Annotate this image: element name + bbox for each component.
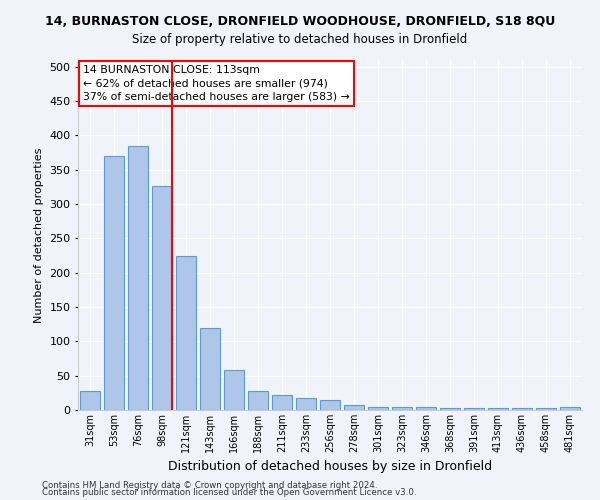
Bar (248, 391, 268, 410)
Bar (464, 408, 484, 410)
Bar (560, 406, 580, 410)
Bar (320, 400, 340, 410)
Bar (344, 405, 364, 410)
Bar (272, 395, 292, 410)
Text: 14, BURNASTON CLOSE, DRONFIELD WOODHOUSE, DRONFIELD, S18 8QU: 14, BURNASTON CLOSE, DRONFIELD WOODHOUSE… (45, 15, 555, 28)
Bar (440, 408, 460, 410)
Bar (128, 146, 148, 410)
Bar (224, 370, 244, 410)
Bar (368, 406, 388, 410)
Bar (488, 408, 508, 410)
Bar (512, 408, 532, 410)
Bar (392, 406, 412, 410)
Text: Contains HM Land Registry data © Crown copyright and database right 2024.: Contains HM Land Registry data © Crown c… (42, 480, 377, 490)
Bar (80, 391, 100, 410)
Bar (296, 398, 316, 410)
Text: 14 BURNASTON CLOSE: 113sqm
← 62% of detached houses are smaller (974)
37% of sem: 14 BURNASTON CLOSE: 113sqm ← 62% of deta… (83, 66, 350, 102)
Bar (152, 186, 172, 410)
Y-axis label: Number of detached properties: Number of detached properties (34, 148, 44, 322)
Bar (200, 328, 220, 410)
X-axis label: Distribution of detached houses by size in Dronfield: Distribution of detached houses by size … (168, 460, 492, 473)
Bar (536, 408, 556, 410)
Bar (104, 156, 124, 410)
Text: Size of property relative to detached houses in Dronfield: Size of property relative to detached ho… (133, 32, 467, 46)
Text: Contains public sector information licensed under the Open Government Licence v3: Contains public sector information licen… (42, 488, 416, 497)
Bar (176, 256, 196, 410)
Bar (416, 408, 436, 410)
